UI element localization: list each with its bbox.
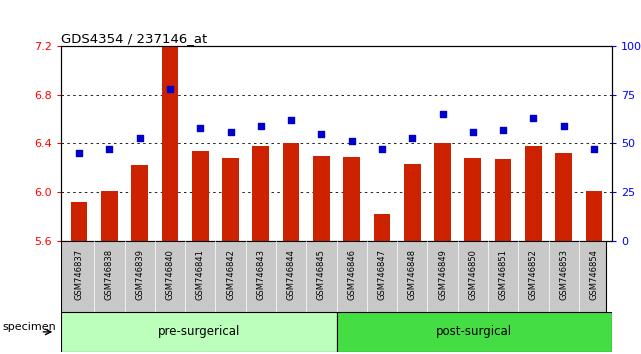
Text: GSM746846: GSM746846 <box>347 249 356 300</box>
Text: GSM746844: GSM746844 <box>287 249 296 300</box>
Text: GSM746843: GSM746843 <box>256 249 265 300</box>
Bar <box>283 143 299 241</box>
Text: GSM746848: GSM746848 <box>408 249 417 300</box>
Point <box>347 138 357 144</box>
Text: GSM746854: GSM746854 <box>590 249 599 300</box>
Bar <box>586 191 603 241</box>
Point <box>226 129 236 135</box>
Point <box>104 147 115 152</box>
Text: GSM746853: GSM746853 <box>559 249 568 300</box>
Text: GSM746847: GSM746847 <box>378 249 387 300</box>
Text: GSM746840: GSM746840 <box>165 249 174 300</box>
Bar <box>101 191 118 241</box>
Bar <box>71 202 87 241</box>
Bar <box>344 157 360 241</box>
Bar <box>404 164 420 241</box>
Text: GSM746838: GSM746838 <box>105 249 114 300</box>
Text: pre-surgerical: pre-surgerical <box>158 325 240 338</box>
Point <box>528 115 538 121</box>
Bar <box>374 214 390 241</box>
Point <box>165 86 175 92</box>
Point <box>135 135 145 140</box>
Text: GDS4354 / 237146_at: GDS4354 / 237146_at <box>61 32 207 45</box>
Text: GSM746850: GSM746850 <box>469 249 478 300</box>
Point <box>558 123 569 129</box>
Point <box>468 129 478 135</box>
Text: GSM746842: GSM746842 <box>226 249 235 300</box>
Point <box>589 147 599 152</box>
Bar <box>555 153 572 241</box>
Bar <box>495 159 512 241</box>
Bar <box>162 46 178 241</box>
Bar <box>192 151 208 241</box>
Text: GSM746839: GSM746839 <box>135 249 144 300</box>
Bar <box>222 158 239 241</box>
Text: specimen: specimen <box>3 322 56 332</box>
Text: GSM746852: GSM746852 <box>529 249 538 300</box>
Point <box>437 111 447 117</box>
Bar <box>313 155 329 241</box>
Bar <box>253 146 269 241</box>
Text: GSM746851: GSM746851 <box>499 249 508 300</box>
Text: post-surgical: post-surgical <box>437 325 512 338</box>
Bar <box>131 165 148 241</box>
Point <box>286 117 296 123</box>
Point <box>256 123 266 129</box>
Text: GSM746849: GSM746849 <box>438 249 447 300</box>
Point <box>498 127 508 132</box>
Bar <box>434 143 451 241</box>
Point <box>195 125 205 131</box>
Text: GSM746845: GSM746845 <box>317 249 326 300</box>
Bar <box>61 312 337 352</box>
Point <box>316 131 326 136</box>
Bar <box>525 146 542 241</box>
Text: GSM746841: GSM746841 <box>196 249 204 300</box>
Text: GSM746837: GSM746837 <box>74 249 83 300</box>
Bar <box>337 312 612 352</box>
Point <box>74 150 84 156</box>
Point <box>407 135 417 140</box>
Point <box>377 147 387 152</box>
Bar <box>465 158 481 241</box>
